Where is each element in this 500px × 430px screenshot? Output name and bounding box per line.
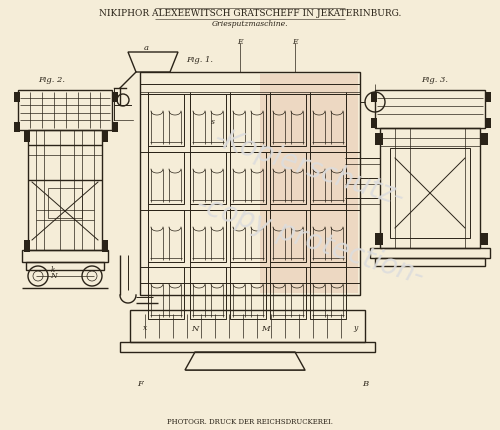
Bar [480, 133, 488, 145]
Bar [148, 94, 184, 146]
Text: Griesputzmaschine.: Griesputzmaschine. [212, 20, 288, 28]
Bar [485, 92, 491, 102]
Bar [24, 240, 30, 252]
Bar [375, 233, 383, 245]
Bar [270, 210, 306, 262]
Bar [480, 233, 488, 245]
Text: a: a [144, 44, 148, 52]
Bar [26, 262, 104, 270]
Text: -Kopierschutz-: -Kopierschutz- [211, 124, 409, 212]
Bar [310, 152, 346, 204]
Text: N: N [192, 325, 198, 333]
Bar [230, 94, 266, 146]
Bar [148, 210, 184, 262]
Bar [375, 90, 485, 128]
Bar [120, 342, 375, 352]
Bar [370, 248, 490, 258]
Bar [270, 267, 306, 319]
Text: NIKIPHOR ALEXEEWITSCH GRATSCHEFF IN JEKATERINBURG.: NIKIPHOR ALEXEEWITSCH GRATSCHEFF IN JEKA… [99, 9, 401, 18]
Text: E: E [292, 38, 298, 46]
Bar [22, 250, 108, 262]
Text: B: B [362, 380, 368, 388]
Text: F: F [137, 380, 143, 388]
Text: M: M [260, 325, 270, 333]
Bar [270, 94, 306, 146]
Bar [375, 133, 383, 145]
Bar [380, 128, 480, 248]
Bar [28, 130, 102, 250]
Bar [48, 188, 82, 218]
Text: N: N [50, 272, 56, 280]
Bar [112, 122, 118, 132]
Bar [375, 258, 485, 266]
Bar [310, 210, 346, 262]
Bar [148, 152, 184, 204]
Bar [371, 92, 377, 102]
Text: x: x [143, 324, 147, 332]
Text: PHOTOGR. DRUCK DER REICHSDRUCKEREI.: PHOTOGR. DRUCK DER REICHSDRUCKEREI. [167, 418, 333, 426]
Bar [230, 210, 266, 262]
Text: k: k [51, 266, 55, 274]
Bar [390, 148, 470, 238]
Bar [190, 152, 226, 204]
Text: y: y [353, 324, 357, 332]
Bar [102, 240, 108, 252]
Text: E: E [237, 38, 243, 46]
Bar [190, 210, 226, 262]
Text: Fig. 2.: Fig. 2. [38, 76, 66, 84]
Text: Fig. 3.: Fig. 3. [422, 76, 448, 84]
Bar [148, 267, 184, 319]
Bar [14, 122, 20, 132]
Bar [371, 118, 377, 128]
Bar [485, 118, 491, 128]
Bar [230, 267, 266, 319]
Bar [260, 74, 358, 293]
Bar [24, 130, 30, 142]
Text: -copy protection-: -copy protection- [192, 190, 428, 290]
Bar [140, 72, 360, 295]
Bar [190, 94, 226, 146]
Bar [112, 92, 118, 102]
Bar [130, 310, 365, 342]
Bar [190, 267, 226, 319]
Bar [270, 152, 306, 204]
Text: Fig. 1.: Fig. 1. [186, 56, 214, 64]
Bar [102, 130, 108, 142]
Text: s: s [211, 118, 215, 126]
Bar [230, 152, 266, 204]
Bar [310, 94, 346, 146]
Bar [18, 90, 112, 130]
Bar [310, 267, 346, 319]
Bar [14, 92, 20, 102]
